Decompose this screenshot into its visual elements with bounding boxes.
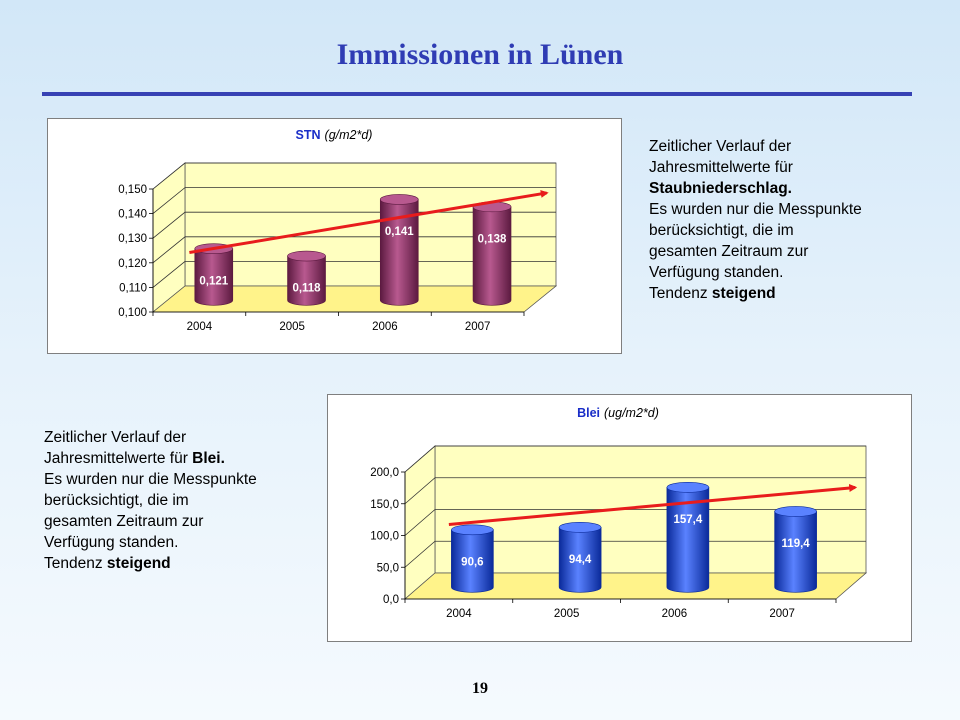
y-tick-label: 0,140	[118, 209, 147, 221]
gridline	[152, 187, 556, 214]
bar	[558, 522, 602, 593]
x-tick-label: 2005	[279, 321, 305, 333]
bar-top	[451, 524, 494, 536]
bar-body	[194, 248, 234, 306]
chart-title-name: Blei	[577, 406, 600, 420]
y-tick-label: 0,0	[383, 594, 399, 606]
y-tick-label: 0,130	[118, 233, 147, 245]
stn-tendency-value: steigend	[711, 285, 776, 302]
chart-title: STN (g/m2*d)	[296, 128, 373, 142]
bar-value-label: 119,4	[782, 538, 811, 550]
chart-title-unit: (g/m2*d)	[325, 128, 373, 142]
blei-desc-line: Es wurden nur die Messpunkte	[44, 471, 257, 488]
stn-desc-line: gesamten Zeitraum zur	[649, 243, 809, 260]
bar	[472, 201, 512, 306]
stn-desc-line: Jahresmittelwerte für	[649, 159, 793, 176]
bar-value-label: 94,4	[569, 554, 592, 566]
chart-title: Blei (ug/m2*d)	[577, 406, 659, 420]
x-tick-label: 2004	[187, 321, 213, 333]
x-tick-label: 2007	[465, 321, 491, 333]
slide-title: Immissionen in Lünen	[336, 38, 624, 71]
x-tick-label: 2005	[554, 608, 580, 620]
bar-body	[379, 199, 419, 306]
bar-value-label: 0,138	[478, 234, 507, 246]
y-tick-label: 0,110	[119, 282, 147, 294]
page-number: 19	[472, 680, 488, 697]
bar-body	[774, 511, 817, 593]
trend-arrow	[448, 484, 858, 527]
bar-value-label: 157,4	[673, 514, 702, 526]
stn-desc-line: berücksichtigt, die im	[649, 222, 794, 239]
bar-top	[379, 194, 419, 205]
x-tick-label: 2007	[769, 608, 795, 620]
bar	[287, 250, 326, 306]
blei-desc-line: Verfügung standen.	[44, 534, 179, 551]
chart-title-name: STN	[296, 128, 321, 142]
bar-value-label: 0,118	[292, 283, 321, 295]
blei-desc-line: Zeitlicher Verlauf der	[44, 429, 187, 446]
gridline	[152, 260, 556, 288]
bar-top	[774, 506, 817, 517]
y-tick-label: 150,0	[370, 499, 399, 511]
gridline	[404, 509, 866, 536]
stn-desc-line: Es wurden nur die Messpunkte	[649, 201, 862, 218]
x-tick-label: 2006	[662, 608, 688, 620]
bar	[666, 482, 710, 593]
bar-body	[451, 529, 494, 593]
bar-top	[666, 482, 710, 493]
y-tick-label: 0,120	[118, 258, 147, 270]
stn-description: Zeitlicher Verlauf der Jahresmittelwerte…	[649, 136, 939, 304]
chart-title-unit: (ug/m2*d)	[604, 406, 659, 420]
stn-tendency-prefix: Tendenz	[649, 285, 712, 302]
bar-body	[287, 255, 326, 306]
blei-desc-line: gesamten Zeitraum zur	[44, 513, 204, 530]
bar-value-label: 90,6	[461, 556, 483, 568]
blei-desc-line: berücksichtigt, die im	[44, 492, 189, 509]
stn-chart-panel: 0,100 0,110 0,120 0,130 0,140 0,150 0,121 2004 0…	[47, 118, 622, 354]
y-tick-label: 0,100	[118, 307, 147, 319]
bar-body	[558, 527, 602, 593]
bar-body	[472, 206, 512, 306]
bar	[451, 524, 494, 593]
bar-value-label: 0,121	[199, 275, 228, 287]
blei-description: Zeitlicher Verlauf der Jahresmittelwerte…	[44, 427, 324, 574]
bar	[774, 506, 817, 593]
bar-body	[666, 487, 710, 593]
gridline	[404, 477, 866, 505]
gridline	[404, 445, 866, 473]
y-tick-label: 50,0	[377, 562, 399, 574]
stn-chart: 0,100 0,110 0,120 0,130 0,140 0,150 0,121 2004 0…	[118, 128, 558, 333]
gridline	[152, 236, 556, 264]
trend-arrow	[189, 189, 549, 255]
bar-top	[558, 522, 602, 533]
blei-desc-bold: Blei.	[192, 450, 225, 467]
blei-chart-panel: 0,0 50,0 100,0 150,0 200,0 90,6 2004 94,4 2005 15…	[327, 394, 912, 642]
gridline	[152, 162, 556, 190]
blei-desc-line: Jahresmittelwerte für	[44, 450, 193, 467]
blei-tendency-value: steigend	[106, 555, 171, 572]
stn-desc-line: Verfügung standen.	[649, 264, 784, 281]
x-tick-label: 2004	[446, 608, 472, 620]
stn-desc-line: Zeitlicher Verlauf der	[649, 138, 792, 155]
y-tick-label: 0,150	[118, 184, 147, 196]
y-tick-label: 100,0	[370, 531, 399, 543]
bar-top	[287, 250, 326, 262]
title-underline	[42, 92, 912, 96]
bar-value-label: 0,141	[385, 226, 414, 238]
x-tick-label: 2006	[372, 321, 398, 333]
y-tick-label: 200,0	[370, 467, 399, 479]
blei-tendency-prefix: Tendenz	[44, 555, 107, 572]
gridline	[404, 540, 866, 568]
blei-chart: 0,0 50,0 100,0 150,0 200,0 90,6 2004 94,4 2005 15…	[370, 406, 868, 620]
bar	[379, 194, 419, 306]
stn-desc-bold: Staubniederschlag.	[649, 180, 792, 197]
